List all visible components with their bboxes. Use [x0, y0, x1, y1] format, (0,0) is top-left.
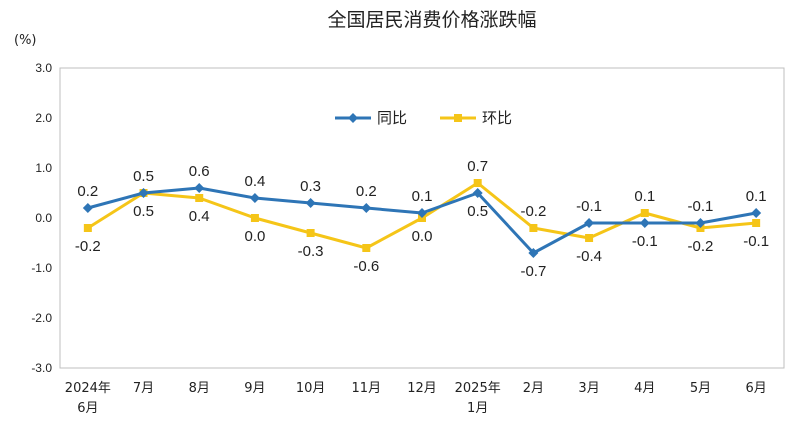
data-label-mom: 0.1 — [634, 188, 655, 205]
x-tick-label: 11月 — [352, 381, 382, 396]
data-point-mom — [250, 214, 259, 222]
data-point-mom — [473, 179, 482, 187]
data-point-mom — [306, 229, 315, 237]
data-label-yoy: -0.1 — [688, 198, 714, 215]
data-label-mom: -0.2 — [688, 238, 714, 255]
y-tick-label: -3.0 — [31, 361, 52, 375]
data-point-yoy — [417, 208, 427, 218]
data-point-yoy — [751, 208, 762, 218]
data-label-mom: -0.1 — [743, 233, 769, 250]
data-label-yoy: 0.1 — [412, 188, 433, 205]
chart-title: 全国居民消费价格涨跌幅 — [327, 9, 536, 31]
y-tick-label: 3.0 — [35, 61, 52, 75]
data-point-yoy — [472, 188, 483, 198]
data-point-mom — [195, 194, 204, 202]
x-tick-label: 7月 — [133, 381, 154, 396]
legend-label: 同比 — [377, 109, 407, 127]
x-tick-label: 6月 — [746, 381, 767, 396]
data-point-yoy — [194, 183, 205, 193]
y-tick-label: 1.0 — [35, 161, 52, 175]
data-point-yoy — [528, 248, 539, 258]
data-point-yoy — [249, 193, 260, 203]
data-label-yoy: 0.1 — [746, 188, 767, 205]
y-tick-label: -2.0 — [31, 311, 52, 325]
data-point-yoy — [695, 218, 706, 228]
y-axis: 3.0 2.0 1.0 0.0 -1.0 -2.0 -3.0 — [31, 61, 52, 375]
x-tick-label: 12月 — [407, 381, 437, 396]
data-label-mom: 0.0 — [412, 228, 433, 245]
x-tick-label: 9月 — [244, 381, 265, 396]
data-point-yoy — [82, 203, 93, 213]
x-tick-label: 8月 — [189, 381, 210, 396]
data-label-mom: -0.2 — [520, 203, 546, 220]
data-label-mom: 0.5 — [133, 203, 154, 220]
x-tick-label: 5月 — [690, 381, 711, 396]
data-point-mom — [83, 224, 92, 232]
data-label-mom: 0.7 — [467, 158, 488, 175]
data-point-mom — [585, 234, 594, 242]
legend-label: 环比 — [482, 109, 512, 127]
x-axis: 2024年 6月 7月 8月 9月 10月 11月 12月 2025年 1月 2月 3月 4月 5月 6月 — [65, 381, 767, 416]
x-tick-label: 3月 — [578, 381, 599, 396]
data-point-mom — [640, 209, 649, 217]
data-point-mom — [529, 224, 538, 232]
y-tick-label: 0.0 — [35, 211, 52, 225]
data-label-yoy: -0.1 — [632, 233, 658, 250]
data-point-yoy — [305, 198, 316, 208]
x-tick-label: 10月 — [296, 381, 326, 396]
y-axis-unit: (%) — [14, 33, 37, 48]
x-tick-label: 2月 — [523, 381, 544, 396]
data-label-mom: -0.2 — [75, 238, 101, 255]
data-label-mom: -0.4 — [576, 248, 602, 265]
data-label-mom: 0.0 — [244, 228, 265, 245]
x-tick-label: 2025年 — [455, 381, 501, 396]
data-labels: 0.2 0.5 0.6 0.4 0.3 0.2 0.1 0.5 -0.7 -0.1 -0.1 -0.1… — [75, 158, 769, 280]
legend: 同比 环比 — [335, 109, 512, 127]
data-label-yoy: 0.2 — [77, 183, 98, 200]
legend-marker — [454, 114, 462, 122]
legend-marker — [348, 113, 358, 123]
y-tick-label: 2.0 — [35, 111, 52, 125]
plot-area — [59, 67, 785, 369]
data-label-yoy: -0.1 — [576, 198, 602, 215]
data-point-mom — [362, 244, 371, 252]
x-tick-label: 1月 — [467, 401, 488, 416]
data-label-mom: -0.3 — [298, 243, 324, 260]
data-label-yoy: 0.3 — [300, 178, 321, 195]
data-label-yoy: -0.7 — [520, 263, 546, 280]
y-tick-label: -1.0 — [31, 261, 52, 275]
x-tick-label: 4月 — [634, 381, 655, 396]
data-label-yoy: 0.6 — [189, 163, 210, 180]
x-tick-label: 2024年 — [65, 381, 111, 396]
data-label-mom: 0.4 — [189, 208, 210, 225]
data-label-yoy: 0.2 — [356, 183, 377, 200]
data-label-yoy: 0.4 — [244, 173, 265, 190]
data-label-mom: -0.6 — [353, 258, 379, 275]
data-point-yoy — [584, 218, 595, 228]
data-point-yoy — [138, 188, 149, 198]
series-group — [82, 179, 762, 258]
data-point-yoy — [361, 203, 372, 213]
data-label-yoy: 0.5 — [133, 168, 154, 185]
x-tick-label: 6月 — [77, 401, 98, 416]
data-point-yoy — [639, 218, 650, 228]
data-label-yoy: 0.5 — [467, 203, 488, 220]
data-point-mom — [752, 219, 761, 227]
